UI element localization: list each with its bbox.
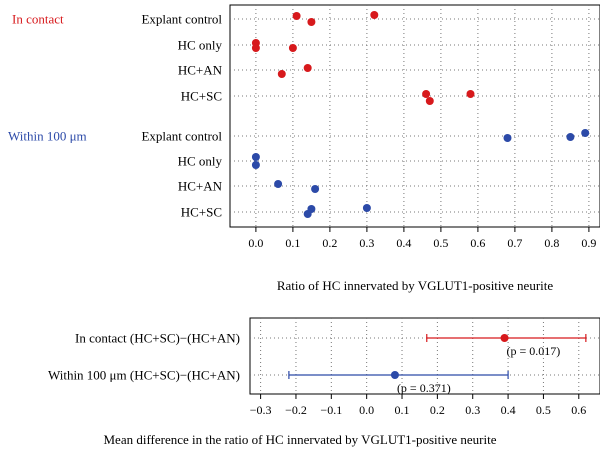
bottom-tick-label: 0.6 (571, 403, 586, 417)
top-plot-frame (229, 4, 600, 228)
data-point (466, 90, 475, 98)
top-x-axis-label: Ratio of HC innervated by VGLUT1-positiv… (277, 278, 554, 293)
top-tick-label: 0.7 (507, 236, 522, 250)
data-point (307, 18, 316, 26)
top-tick-label: 0.9 (581, 236, 596, 250)
data-point (251, 153, 260, 161)
category-label: HC+SC (181, 89, 222, 104)
p-value-label: (p = 0.017) (507, 344, 561, 358)
category-label: Explant control (141, 12, 222, 27)
row-label: In contact (HC+SC)−(HC+AN) (75, 331, 240, 346)
data-point (251, 44, 260, 52)
top-grid (255, 5, 590, 227)
bottom-tick-label: −0.2 (285, 403, 307, 417)
category-label: HC+SC (181, 205, 222, 220)
top-tick-label: 0.6 (470, 236, 485, 250)
group-label: In contact (12, 12, 64, 27)
mean-point (500, 334, 509, 342)
bottom-tick-label: −0.3 (250, 403, 272, 417)
data-point (362, 204, 371, 212)
category-label: HC only (178, 154, 223, 169)
bottom-row-labels: In contact (HC+SC)−(HC+AN) Within 100 μm … (48, 331, 240, 383)
top-category-labels: Explant control HC only HC+AN HC+SC Explant … (141, 12, 222, 220)
top-panel: 0.0 0.1 0.2 0.3 0.4 0.5 0.6 0.7 0.8 0.9 Explant c… (8, 4, 600, 293)
data-point (503, 134, 512, 142)
data-point (422, 90, 431, 98)
data-point (370, 11, 379, 19)
top-tick-label: 0.1 (285, 236, 300, 250)
category-label: HC+AN (178, 63, 223, 78)
bottom-plot-frame (249, 317, 600, 395)
category-label: HC only (178, 38, 223, 53)
top-tick-label: 0.3 (359, 236, 374, 250)
data-point (311, 185, 320, 193)
bottom-tick-label: 0.5 (536, 403, 551, 417)
data-point (303, 64, 312, 72)
top-x-ticks: 0.0 0.1 0.2 0.3 0.4 0.5 0.6 0.7 0.8 0.9 (248, 227, 596, 250)
bottom-x-ticks: −0.3 −0.2 −0.1 0.0 0.1 0.2 0.3 0.4 0.5 0.6 (250, 394, 586, 417)
bottom-intervals: (p = 0.017) (p = 0.371) (288, 334, 587, 395)
data-point (251, 161, 260, 169)
bottom-tick-label: 0.4 (501, 403, 516, 417)
bottom-panel: −0.3 −0.2 −0.1 0.0 0.1 0.2 0.3 0.4 0.5 0.6 In con… (48, 317, 600, 447)
bottom-grid (260, 318, 580, 394)
top-tick-label: 0.2 (322, 236, 337, 250)
category-label: Explant control (141, 129, 222, 144)
data-point (425, 97, 434, 105)
p-value-label: (p = 0.371) (397, 381, 451, 395)
group-label: Within 100 μm (8, 129, 87, 144)
data-point (274, 180, 283, 188)
mean-point (390, 371, 399, 379)
bottom-tick-label: 0.2 (430, 403, 445, 417)
bottom-x-axis-label: Mean difference in the ratio of HC inner… (103, 432, 496, 447)
data-point (277, 70, 286, 78)
top-tick-label: 0.0 (248, 236, 263, 250)
top-tick-label: 0.8 (544, 236, 559, 250)
bottom-tick-label: 0.1 (395, 403, 410, 417)
bottom-tick-label: −0.1 (320, 403, 342, 417)
top-row-grid (230, 18, 600, 213)
top-tick-label: 0.5 (433, 236, 448, 250)
data-point (292, 12, 301, 20)
row-label: Within 100 μm (HC+SC)−(HC+AN) (48, 368, 240, 383)
bottom-tick-label: 0.3 (465, 403, 480, 417)
data-point (288, 44, 297, 52)
bottom-tick-label: 0.0 (359, 403, 374, 417)
data-point (307, 205, 316, 213)
data-point (581, 129, 590, 137)
category-label: HC+AN (178, 179, 223, 194)
top-group-labels: In contact Within 100 μm (8, 12, 87, 144)
top-points (251, 11, 590, 218)
data-point (566, 133, 575, 141)
top-tick-label: 0.4 (396, 236, 411, 250)
